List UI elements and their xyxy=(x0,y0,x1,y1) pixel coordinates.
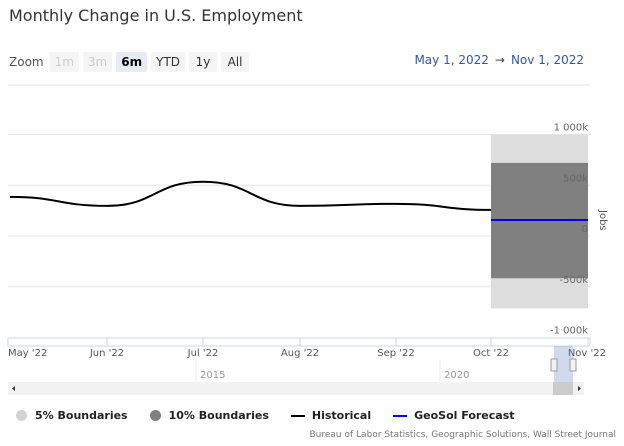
legend-label: Historical xyxy=(311,409,372,422)
y-tick-label: 1 000k xyxy=(554,123,589,134)
credits[interactable]: Bureau of Labor Statistics, Geographic S… xyxy=(309,430,617,440)
x-tick-label: May '22 xyxy=(8,348,47,359)
x-tick-label: Sep '22 xyxy=(377,348,415,359)
navigator-outline xyxy=(7,337,591,347)
y-tick-label: 500k xyxy=(563,173,588,184)
legend: 5% Boundaries 10% Boundaries Historical … xyxy=(16,409,537,422)
legend-label: GeoSol Forecast xyxy=(414,409,515,422)
zoom-all-button[interactable]: All xyxy=(221,52,250,72)
navigator-mask[interactable] xyxy=(554,346,573,382)
scroll-right-icon[interactable] xyxy=(578,386,581,391)
legend-item-5pct[interactable]: 5% Boundaries xyxy=(16,409,128,422)
y-tick-label: -500k xyxy=(560,275,589,286)
circle-icon xyxy=(16,410,27,421)
legend-item-10pct[interactable]: 10% Boundaries xyxy=(149,409,269,422)
line-icon xyxy=(290,414,305,417)
circle-icon xyxy=(149,410,161,421)
x-tick-label: Nov '22 xyxy=(568,348,606,359)
scroll-left-icon[interactable] xyxy=(12,386,15,391)
historical-line xyxy=(9,180,492,211)
chart-title: Monthly Change in U.S. Employment xyxy=(9,6,303,25)
navigator-year-label: 2015 xyxy=(200,370,225,381)
navigator-year-label: 2020 xyxy=(444,370,469,381)
scrollbar-track[interactable] xyxy=(8,382,584,395)
navigator-handle[interactable] xyxy=(550,358,558,372)
date-range: May 1, 2022 → Nov 1, 2022 xyxy=(414,53,584,67)
zoom-label: Zoom xyxy=(9,55,44,69)
x-tick-label: Jun '22 xyxy=(89,348,124,359)
x-tick-label: Jul '22 xyxy=(187,348,219,359)
range-arrow: → xyxy=(494,53,505,67)
zoom-6m-button[interactable]: 6m xyxy=(116,52,148,72)
zoom-ytd-button[interactable]: YTD xyxy=(151,52,186,72)
zoom-3m-button[interactable]: 3m xyxy=(82,52,113,72)
zoom-1y-button[interactable]: 1y xyxy=(189,52,218,72)
y-axis-title: Jobs xyxy=(597,209,608,231)
navigator-handle[interactable] xyxy=(569,358,577,372)
line-icon xyxy=(393,414,408,417)
legend-label: 10% Boundaries xyxy=(168,409,269,422)
range-from-input[interactable]: May 1, 2022 xyxy=(414,53,489,67)
legend-item-historical[interactable]: Historical xyxy=(290,409,372,422)
zoom-selector: Zoom 1m 3m 6m YTD 1y All xyxy=(9,52,253,72)
zoom-1m-button[interactable]: 1m xyxy=(49,52,79,72)
x-tick-label: Aug '22 xyxy=(281,348,319,359)
scrollbar-thumb[interactable] xyxy=(553,382,573,395)
range-to-input[interactable]: Nov 1, 2022 xyxy=(510,53,584,67)
y-tick-label: -1 000k xyxy=(550,326,588,337)
x-tick-label: Oct '22 xyxy=(473,348,509,359)
legend-item-forecast[interactable]: GeoSol Forecast xyxy=(393,409,515,422)
y-tick-label: 0 xyxy=(582,224,588,235)
legend-label: 5% Boundaries xyxy=(35,409,128,422)
